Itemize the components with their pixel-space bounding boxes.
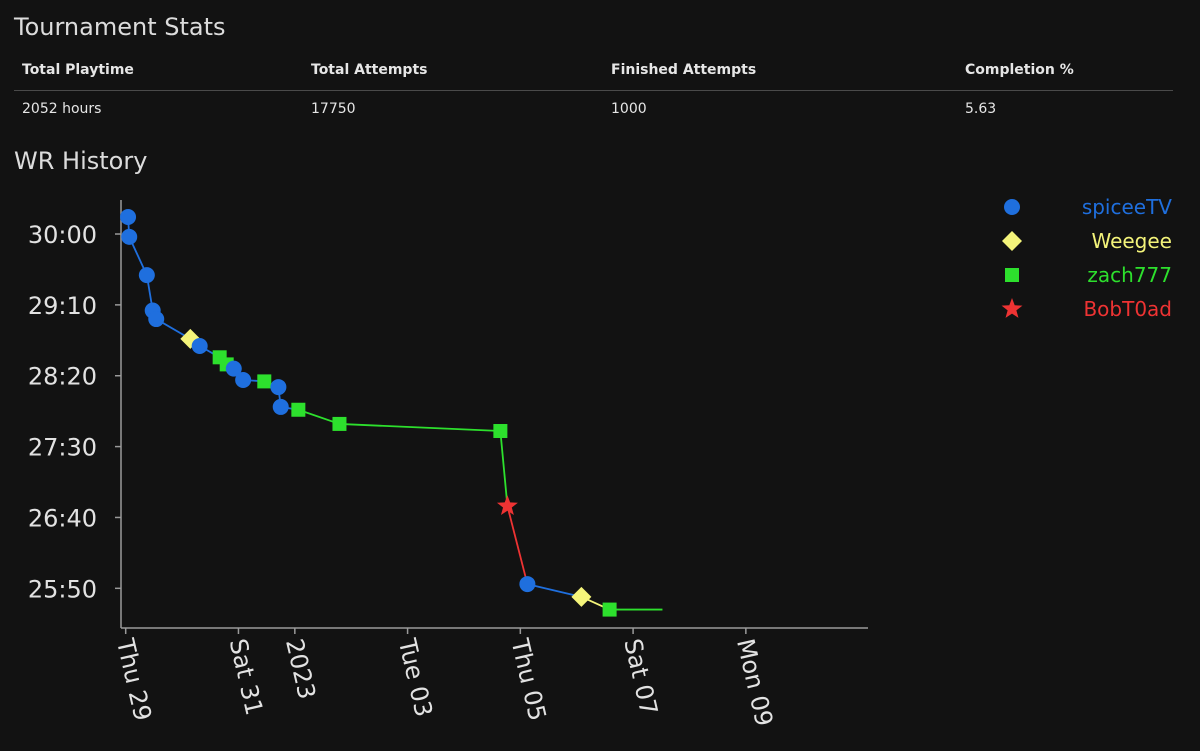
value-finished-attempts: 1000 <box>611 101 647 117</box>
wr-point-zach777 <box>602 602 617 617</box>
y-tick-label: 29:10 <box>28 292 97 320</box>
value-total-attempts: 17750 <box>311 101 356 117</box>
x-tick-label: Sat 31 <box>224 636 269 718</box>
wr-history-title: WR History <box>14 147 148 175</box>
legend-marker-zach777 <box>1005 268 1019 282</box>
wr-point-spiceetv <box>272 398 289 415</box>
wr-point-zach777 <box>257 374 272 389</box>
value-completion-percent: 5.63 <box>965 101 997 117</box>
legend-label-weegee: Weegee <box>1091 229 1172 253</box>
x-tick-label: Tue 03 <box>393 635 438 719</box>
wr-point-zach777 <box>332 416 347 431</box>
wr-point-weegee <box>571 586 592 607</box>
wr-point-zach777 <box>493 424 508 439</box>
wr-point-spiceetv <box>519 576 536 593</box>
wr-point-zach777 <box>291 402 306 417</box>
y-tick-label: 30:00 <box>28 221 97 249</box>
wr-point-spiceetv <box>138 267 155 284</box>
header-total-playtime: Total Playtime <box>14 52 303 91</box>
wr-line-segment <box>506 505 529 585</box>
y-tick-label: 28:20 <box>28 363 97 391</box>
header-total-attempts: Total Attempts <box>303 52 603 91</box>
wr-point-spiceetv <box>120 209 137 226</box>
chart-axes: 30:00 29:10 28:20 27:30 26:40 25:50 Thu 29 Sat … <box>28 200 868 729</box>
wr-point-spiceetv <box>235 371 252 388</box>
wr-point-spiceetv <box>270 379 287 396</box>
y-tick-label: 26:40 <box>28 504 97 532</box>
legend-label-zach777: zach777 <box>1087 263 1172 287</box>
legend-marker-spiceetv <box>1004 199 1020 215</box>
wr-line-segment <box>527 583 582 598</box>
y-tick-label: 27:30 <box>28 434 97 462</box>
legend-marker-bobt0ad <box>1001 298 1023 318</box>
stats-value-row: 2052 hours 17750 1000 5.63 <box>14 91 1173 128</box>
wr-point-spiceetv <box>225 360 242 377</box>
chart-legend: spiceeTV Weegee zach777 BobT0ad <box>1001 195 1172 321</box>
tournament-stats-title: Tournament Stats <box>14 13 226 41</box>
wr-point-spiceetv <box>191 337 208 354</box>
legend-marker-weegee <box>1002 231 1022 251</box>
wr-point-bobt0ad <box>496 495 518 516</box>
x-tick-label: Mon 09 <box>731 636 778 729</box>
x-tick-label: Sat 07 <box>618 636 663 718</box>
y-tick-label: 25:50 <box>28 575 97 603</box>
x-tick-label: 2023 <box>280 636 321 702</box>
chart-markers <box>120 209 617 617</box>
tournament-stats-table: Total Playtime Total Attempts Finished A… <box>14 52 1173 127</box>
header-finished-attempts: Finished Attempts <box>603 52 957 91</box>
wr-line-segment <box>339 423 501 432</box>
legend-label-bobt0ad: BobT0ad <box>1083 297 1172 321</box>
wr-point-spiceetv <box>121 228 138 245</box>
x-tick-label: Thu 29 <box>111 635 157 723</box>
value-total-playtime: 2052 hours <box>22 101 102 117</box>
wr-point-spiceetv <box>148 311 165 328</box>
x-tick-label: Thu 05 <box>505 635 551 723</box>
wr-history-chart: 30:00 29:10 28:20 27:30 26:40 25:50 Thu 29 Sat … <box>28 195 1172 729</box>
wr-line-segment <box>499 430 509 507</box>
stats-header-row: Total Playtime Total Attempts Finished A… <box>14 52 1173 91</box>
legend-label-spiceetv: spiceeTV <box>1082 195 1172 219</box>
chart-lines <box>127 216 663 611</box>
header-completion-percent: Completion % <box>957 52 1173 91</box>
